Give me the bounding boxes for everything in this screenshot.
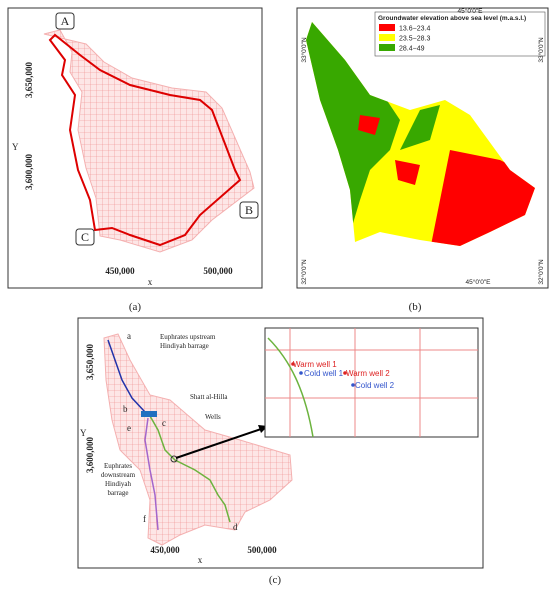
legend-swatch [379, 24, 395, 31]
callout-box [75, 228, 95, 246]
y-label: Y [80, 428, 87, 438]
x-tick: 500,000 [247, 545, 277, 555]
inset [264, 327, 479, 438]
well-label: Warm well 1 [293, 360, 337, 369]
lat-label: 33°0'0"N [537, 37, 545, 63]
boundary [48, 33, 242, 247]
lat-label: 32°0'0"N [300, 259, 308, 285]
point-label: a [127, 331, 131, 341]
point-label: b [123, 404, 128, 414]
callout-box [55, 12, 75, 30]
lon-label: 45°0'0"E [458, 7, 484, 15]
y-tick: 3,650,000 [85, 344, 95, 381]
legend-label: 23.5−28.3 [399, 36, 430, 43]
y-tick: 3,600,000 [85, 437, 95, 474]
barrage [141, 411, 157, 417]
callout: B [245, 203, 253, 217]
legend-label: 28.4−49 [399, 46, 425, 53]
wells-marker [170, 455, 178, 463]
lat-label: 32°0'0"N [537, 259, 545, 285]
y-tick: 3,650,000 [24, 62, 34, 99]
x-tick: 500,000 [203, 266, 233, 276]
well-label: Warm well 2 [346, 369, 390, 378]
x-tick: 450,000 [150, 545, 180, 555]
well-label: Cold well 2 [355, 381, 395, 390]
upstream-label: Euphrates upstream Hindiyah barrage [160, 333, 216, 350]
point-label: d [233, 522, 238, 532]
river-upstream [107, 339, 146, 413]
well-label: Cold well 1 [304, 369, 344, 378]
point-label: c [162, 418, 166, 428]
callout: A [61, 14, 70, 28]
mesh [103, 333, 293, 546]
legend [374, 11, 546, 57]
y-label: Y [12, 142, 19, 152]
caption: (a) [129, 301, 142, 313]
point-label: f [143, 514, 146, 524]
callout: C [81, 230, 89, 244]
legend-title: Groundwater elevation above sea level (m… [378, 15, 526, 22]
caption: (c) [269, 574, 282, 586]
legend-swatch [379, 34, 395, 41]
callout-box [239, 201, 259, 219]
lat-label: 33°0'0"N [300, 37, 308, 63]
x-label: x [148, 277, 153, 287]
caption: (b) [409, 301, 422, 313]
x-tick: 450,000 [105, 266, 135, 276]
y-tick: 3,600,000 [24, 154, 34, 191]
lon-label: 45°0'0"E [466, 278, 492, 286]
wells-label: Wells [205, 413, 221, 421]
legend-swatch [379, 44, 395, 51]
point-label: e [127, 423, 131, 433]
x-label: x [198, 555, 203, 565]
river-downstream [144, 417, 159, 531]
arrow [175, 427, 265, 459]
legend-label: 13.6−23.4 [399, 26, 430, 33]
downstream-label: Euphrates downstream Hindiyah barrage [101, 462, 136, 497]
mesh [43, 29, 255, 253]
shatt-al-hilla [149, 415, 231, 523]
shatt-label: Shatt al-Hilla [190, 393, 228, 401]
